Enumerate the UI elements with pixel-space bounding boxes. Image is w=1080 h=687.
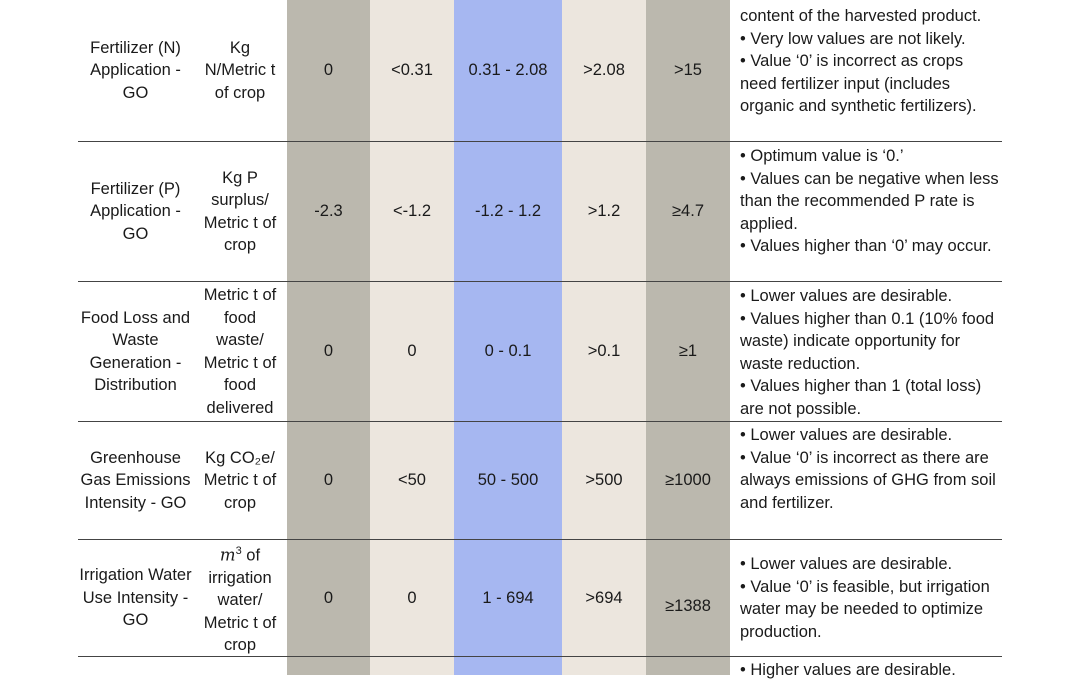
value-cell: ≥1 xyxy=(678,342,698,361)
value-cell: 0 - 0.1 xyxy=(484,342,532,361)
value-cell: >0.1 xyxy=(587,342,621,361)
value-cell: 0 xyxy=(323,588,334,607)
value-cell: ≥1000 xyxy=(665,471,711,490)
indicator-name: Food Loss and Waste Generation - Distrib… xyxy=(80,308,191,395)
value-cell: <50 xyxy=(398,471,426,490)
note-line: • Value ‘0’ is incorrect as crops need f… xyxy=(740,52,977,115)
band-high xyxy=(562,0,646,675)
table-row: Greenhouse Gas Emissions Intensity - GO … xyxy=(78,422,1002,540)
note-line: • Values higher than 1 (total loss) are … xyxy=(740,377,982,418)
table-row: Fertilizer (N) Application - GO Kg N/Met… xyxy=(78,0,1002,142)
indicator-name: Irrigation Water Use Intensity - GO xyxy=(79,566,192,630)
note-line: • Value ‘0’ is incorrect as there are al… xyxy=(740,448,996,512)
notes-cell: • Lower values are desirable. • Values h… xyxy=(740,282,1002,421)
value-cell: <-1.2 xyxy=(392,202,432,221)
indicator-unit: Kg P surplus/ Metric t of crop xyxy=(203,168,277,255)
band-low-extreme xyxy=(287,0,370,675)
value-cell: 0 xyxy=(323,342,334,361)
indicator-name: Greenhouse Gas Emissions Intensity - GO xyxy=(80,448,191,512)
band-high-extreme xyxy=(646,0,730,675)
indicator-unit: m3 of irrigation water/ Metric t of crop xyxy=(200,540,280,656)
notes-cell: • Lower values are desirable. • Value ‘0… xyxy=(740,422,1002,539)
notes-cell: content of the harvested product. • Very… xyxy=(740,0,1002,141)
note-line: • Very low values are not likely. xyxy=(740,29,966,48)
value-cell: 0 xyxy=(323,471,334,490)
indicator-unit: Kg N/Metric t of crop xyxy=(204,38,276,102)
unit-text: of irrigation water/ Metric t of crop xyxy=(203,546,277,654)
note-line: • Lower values are desirable. xyxy=(740,555,953,573)
note-line: • Lower values are desirable. xyxy=(740,287,953,305)
value-cell: >1.2 xyxy=(587,202,621,221)
value-cell: >500 xyxy=(585,471,623,490)
value-cell: ≥1388 xyxy=(665,596,711,615)
indicator-unit: Metric t of food waste/ Metric t of food… xyxy=(203,286,277,417)
value-cell: >15 xyxy=(674,61,702,80)
value-cell: 1 - 694 xyxy=(482,588,534,607)
unit-exponent: 3 xyxy=(235,544,242,557)
table-row: Irrigation Water Use Intensity - GO m3 o… xyxy=(78,540,1002,657)
note-line: content of the harvested product. xyxy=(740,7,982,25)
notes-cell: • Lower values are desirable. • Value ‘0… xyxy=(740,540,1002,656)
note-line: • Values can be negative when less than … xyxy=(740,169,999,233)
indicator-unit: Kg CO₂e/ Metric t of crop xyxy=(203,448,277,512)
band-low xyxy=(370,0,454,675)
note-line: • Values higher than 0.1 (10% food waste… xyxy=(740,309,995,373)
note-line: • Values higher than ‘0’ may occur. xyxy=(740,237,992,255)
note-line: • Optimum value is ‘0.’ xyxy=(740,147,904,165)
value-cell: 0 xyxy=(323,61,334,80)
value-cell: ≥4.7 xyxy=(672,202,704,221)
note-line: • Higher values are desirable. xyxy=(740,661,956,679)
notes-cell: • Higher values are desirable. xyxy=(740,657,1002,687)
table-row: Fertilizer (P) Application - GO Kg P sur… xyxy=(78,142,1002,282)
unit-symbol: m xyxy=(219,545,236,564)
note-line: • Lower values are desirable. xyxy=(740,426,953,444)
value-cell: 0 xyxy=(407,342,417,361)
value-cell: >694 xyxy=(585,588,623,607)
indicator-name: Fertilizer (P) Application - GO xyxy=(90,179,181,243)
table-row: Food Loss and Waste Generation - Distrib… xyxy=(78,282,1002,422)
value-cell: 0.31 - 2.08 xyxy=(468,61,548,80)
value-cell: 50 - 500 xyxy=(477,471,539,490)
notes-cell: • Optimum value is ‘0.’ • Values can be … xyxy=(740,142,1002,281)
value-cell: -2.3 xyxy=(314,202,343,221)
band-optimal xyxy=(454,0,562,675)
value-cell: >2.08 xyxy=(583,61,625,80)
value-cell: -1.2 - 1.2 xyxy=(474,202,542,221)
indicator-name: Fertilizer (N) Application - GO xyxy=(90,38,181,102)
note-line: • Value ‘0’ is feasible, but irrigation … xyxy=(740,577,990,641)
value-cell: 0 xyxy=(407,588,417,607)
table-row: • Higher values are desirable. xyxy=(78,657,1002,687)
value-cell: <0.31 xyxy=(391,61,433,80)
